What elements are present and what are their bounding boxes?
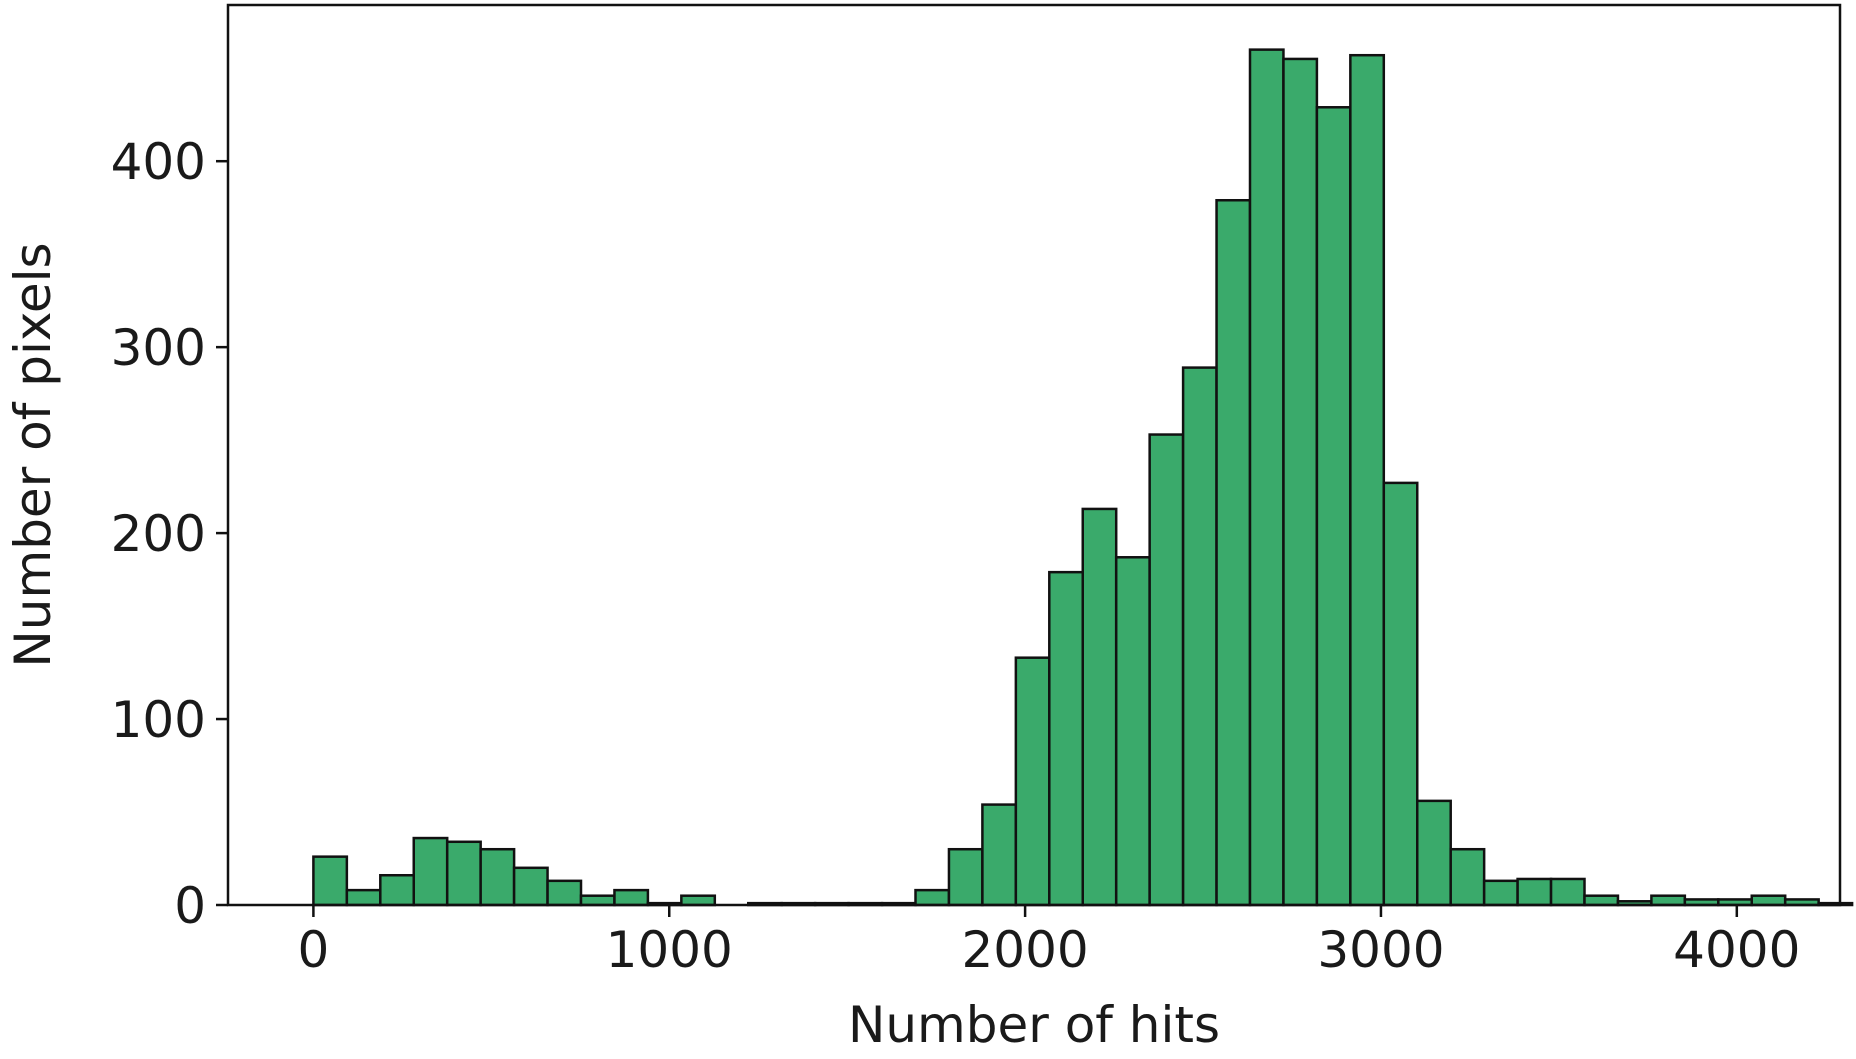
bars-group (312, 48, 1854, 907)
histogram-bar (914, 888, 951, 907)
histogram-bar (412, 836, 449, 907)
histogram-bar (1482, 879, 1519, 907)
histogram-bar (1416, 799, 1452, 907)
histogram-bar (1148, 433, 1185, 907)
x-tick-label: 2000 (961, 921, 1088, 979)
histogram-bar (1516, 877, 1553, 907)
x-tick-label: 0 (297, 921, 329, 979)
histogram-bar (479, 847, 516, 907)
histogram-bar (1014, 656, 1051, 907)
y-ticks-group: 0 100 200 300 400 (111, 133, 228, 935)
histogram-bar (445, 840, 482, 907)
histogram-bar (1583, 894, 1620, 907)
y-tick-label: 300 (111, 319, 206, 377)
y-tick-label: 400 (111, 133, 206, 191)
histogram-bar (1282, 57, 1319, 907)
histogram-bar (1650, 894, 1687, 907)
y-tick-label: 100 (111, 691, 206, 749)
y-tick-label: 200 (111, 505, 206, 563)
histogram-bar (981, 803, 1018, 907)
histogram-bar (345, 888, 382, 907)
histogram-bar (1750, 894, 1787, 907)
histogram-bar (1382, 481, 1419, 907)
histogram-bar (1181, 366, 1218, 907)
histogram-bar (512, 866, 549, 907)
histogram-bar (1315, 106, 1352, 907)
x-ticks-group: 0 1000 2000 3000 4000 (297, 905, 1800, 979)
x-tick-label: 1000 (606, 921, 733, 979)
histogram-bar (1215, 198, 1252, 907)
histogram-bar (379, 873, 416, 907)
x-tick-label: 3000 (1317, 921, 1444, 979)
x-tick-label: 4000 (1673, 921, 1800, 979)
histogram-bar (947, 847, 984, 907)
histogram-bar (546, 879, 583, 907)
histogram-bar (613, 888, 650, 907)
histogram-bar (579, 894, 616, 907)
histogram-bar (680, 894, 717, 907)
histogram-bar (1048, 570, 1085, 907)
y-tick-label: 0 (174, 877, 206, 935)
histogram-bar (1081, 507, 1118, 907)
histogram-bar (1248, 48, 1285, 907)
x-axis-label: Number of hits (848, 996, 1220, 1054)
histogram-bar (312, 855, 349, 907)
y-axis-label: Number of pixels (4, 242, 62, 667)
plot-frame (226, 3, 1842, 907)
histogram-bar (1549, 877, 1586, 907)
histogram-bar (1114, 556, 1151, 907)
histogram-bar (1349, 53, 1386, 907)
histogram-bar (1449, 847, 1486, 907)
